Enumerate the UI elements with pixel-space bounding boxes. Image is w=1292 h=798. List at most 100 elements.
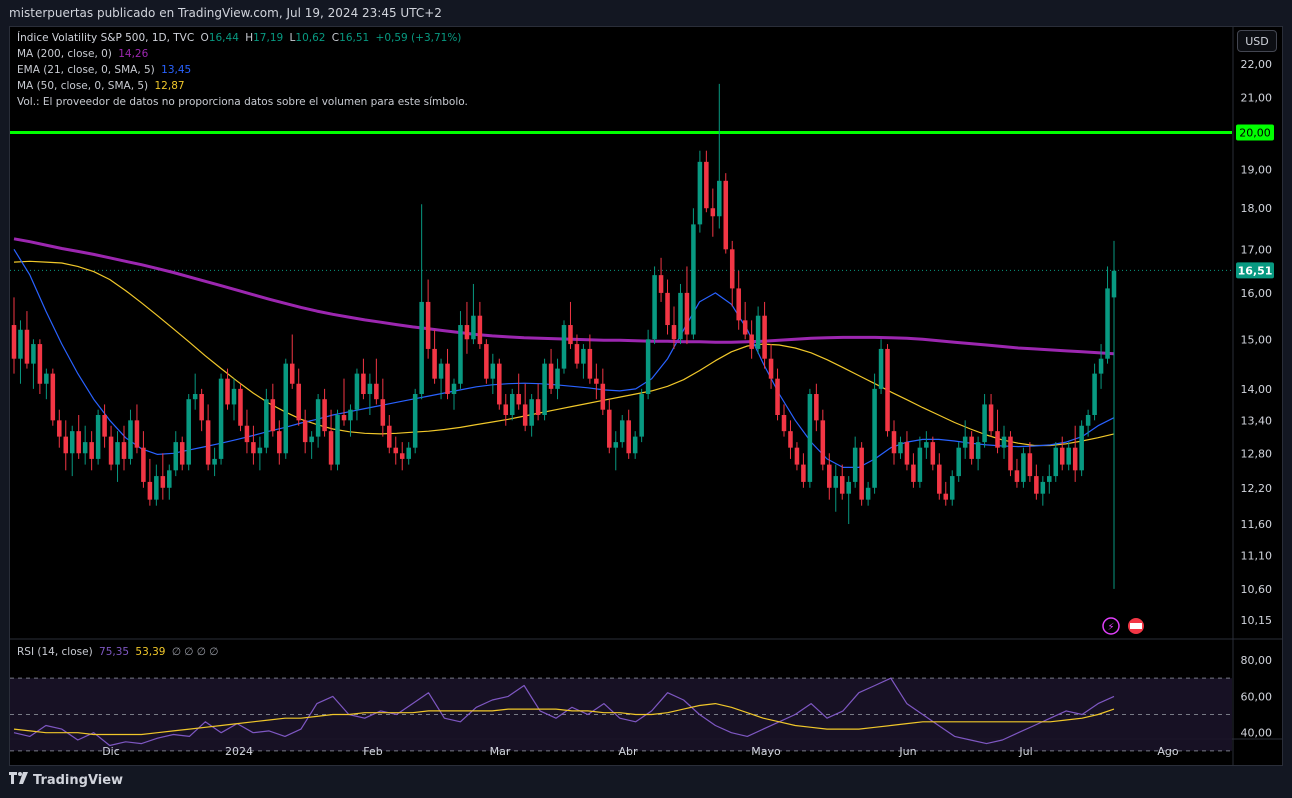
time-tick-label: Mayo	[751, 745, 781, 758]
candle-body	[904, 442, 910, 465]
chart-svg[interactable]: 10,15 10,60 11,10 11,60 12,20 12,80 13,40 14,00…	[10, 27, 1282, 765]
candle-body	[412, 394, 418, 448]
candle-body	[218, 378, 224, 459]
time-tick-label: Ago	[1157, 745, 1179, 758]
horizontal-line-label: 20,00	[1239, 127, 1271, 140]
candle-body	[937, 464, 942, 494]
candle-body	[1008, 436, 1013, 471]
candle-body	[1085, 415, 1091, 426]
candle-body	[781, 415, 787, 432]
candle-body	[490, 363, 496, 379]
candle-body	[852, 447, 858, 482]
ema21-line	[13, 248, 1115, 468]
candle-body	[924, 442, 929, 448]
candle-body	[619, 420, 625, 443]
chart-frame[interactable]: 10,15 10,60 11,10 11,60 12,20 12,80 13,40 14,00…	[9, 26, 1283, 766]
rsi-tick-label: 40,00	[1241, 727, 1273, 740]
candle-body	[1098, 358, 1104, 374]
candle-body	[814, 394, 819, 421]
candle-body	[878, 348, 884, 389]
time-tick-label: Dic	[102, 745, 120, 758]
time-tick-label: Jun	[898, 745, 916, 758]
candle-body	[568, 325, 573, 345]
currency-button[interactable]: USD	[1237, 30, 1277, 52]
candle-body	[432, 348, 437, 379]
candle-body	[988, 404, 994, 432]
rsi-line	[13, 677, 1115, 747]
high-value: 17,19	[253, 32, 284, 44]
candle-body	[1040, 481, 1046, 494]
candle-body	[37, 344, 43, 384]
candle-body	[859, 447, 864, 500]
ema21-label: EMA (21, close, 0, SMA, 5)	[17, 64, 155, 76]
candle-body	[24, 329, 30, 364]
candle-body	[891, 431, 897, 454]
candle-body	[710, 208, 716, 217]
candle-body	[419, 301, 424, 395]
candle-body	[108, 436, 114, 465]
candle-body	[1034, 476, 1039, 494]
ma200-legend[interactable]: MA (200, close, 0) 14,26	[17, 48, 151, 60]
rsi-legend[interactable]: RSI (14, close) 75,35 53,39 ∅ ∅ ∅ ∅	[17, 646, 221, 658]
candle-body	[626, 420, 631, 454]
candle-body	[639, 394, 644, 437]
candle-body	[827, 464, 832, 488]
candle-body	[309, 436, 314, 443]
symbol-name: Índice Volatility S&P 500, 1D, TVC	[17, 32, 195, 44]
candle-body	[257, 447, 263, 454]
candle-body	[464, 325, 470, 340]
high-label: H	[245, 32, 254, 44]
candle-body	[962, 436, 968, 448]
candle-body	[11, 325, 17, 359]
candle-body	[1014, 470, 1020, 482]
last-price-label: 16,51	[1238, 264, 1273, 277]
candle-body	[1001, 436, 1007, 448]
candle-body	[458, 325, 463, 384]
open-label: O	[200, 32, 209, 44]
candle-body	[477, 315, 483, 345]
price-tick-label: 10,60	[1241, 583, 1273, 596]
ma50-legend[interactable]: MA (50, close, 0, SMA, 5) 12,87	[17, 80, 188, 92]
time-tick-label: Mar	[490, 745, 511, 758]
low-value: 10,62	[295, 32, 326, 44]
candle-body	[380, 399, 386, 426]
horizontal-line-label-bg	[1236, 124, 1274, 141]
candle-body	[406, 447, 411, 459]
candle-body	[50, 373, 56, 421]
candle-body	[516, 394, 521, 405]
candle-body	[128, 420, 133, 459]
candle-body	[238, 388, 243, 426]
candle-body	[542, 363, 547, 416]
candle-body	[801, 464, 806, 482]
change-value: +0,59 (+3,71%)	[375, 32, 462, 44]
candle-body	[723, 180, 729, 250]
candle-body	[820, 420, 826, 465]
candle-body	[179, 442, 185, 465]
candle-body	[697, 161, 703, 225]
candle-body	[561, 325, 567, 369]
rsi-tail: ∅ ∅ ∅ ∅	[171, 646, 219, 658]
candle-body	[885, 348, 890, 432]
ma50-value: 12,87	[154, 80, 185, 92]
ma200-value: 14,26	[118, 48, 149, 60]
candle-body	[949, 476, 955, 500]
tradingview-logo[interactable]: TradingView	[9, 772, 123, 788]
candle-body	[225, 378, 230, 405]
volume-note: Vol.: El proveedor de datos no proporcio…	[17, 96, 468, 108]
price-tick-label: 22,00	[1241, 58, 1273, 71]
candle-body	[717, 180, 722, 217]
candle-body	[555, 368, 560, 389]
rsi-label: RSI (14, close)	[17, 646, 93, 658]
candle-body	[322, 399, 327, 432]
candle-body	[917, 447, 923, 482]
candle-body	[231, 388, 237, 405]
ma50-line	[13, 260, 1115, 447]
candle-body	[121, 442, 127, 459]
price-tick-label: 13,40	[1241, 414, 1273, 427]
candle-body	[251, 442, 256, 454]
open-value: 16,44	[208, 32, 239, 44]
candle-body	[484, 344, 489, 379]
candle-body	[529, 399, 534, 426]
price-tick-label: 10,15	[1241, 614, 1273, 627]
ema21-legend[interactable]: EMA (21, close, 0, SMA, 5) 13,45	[17, 64, 194, 76]
